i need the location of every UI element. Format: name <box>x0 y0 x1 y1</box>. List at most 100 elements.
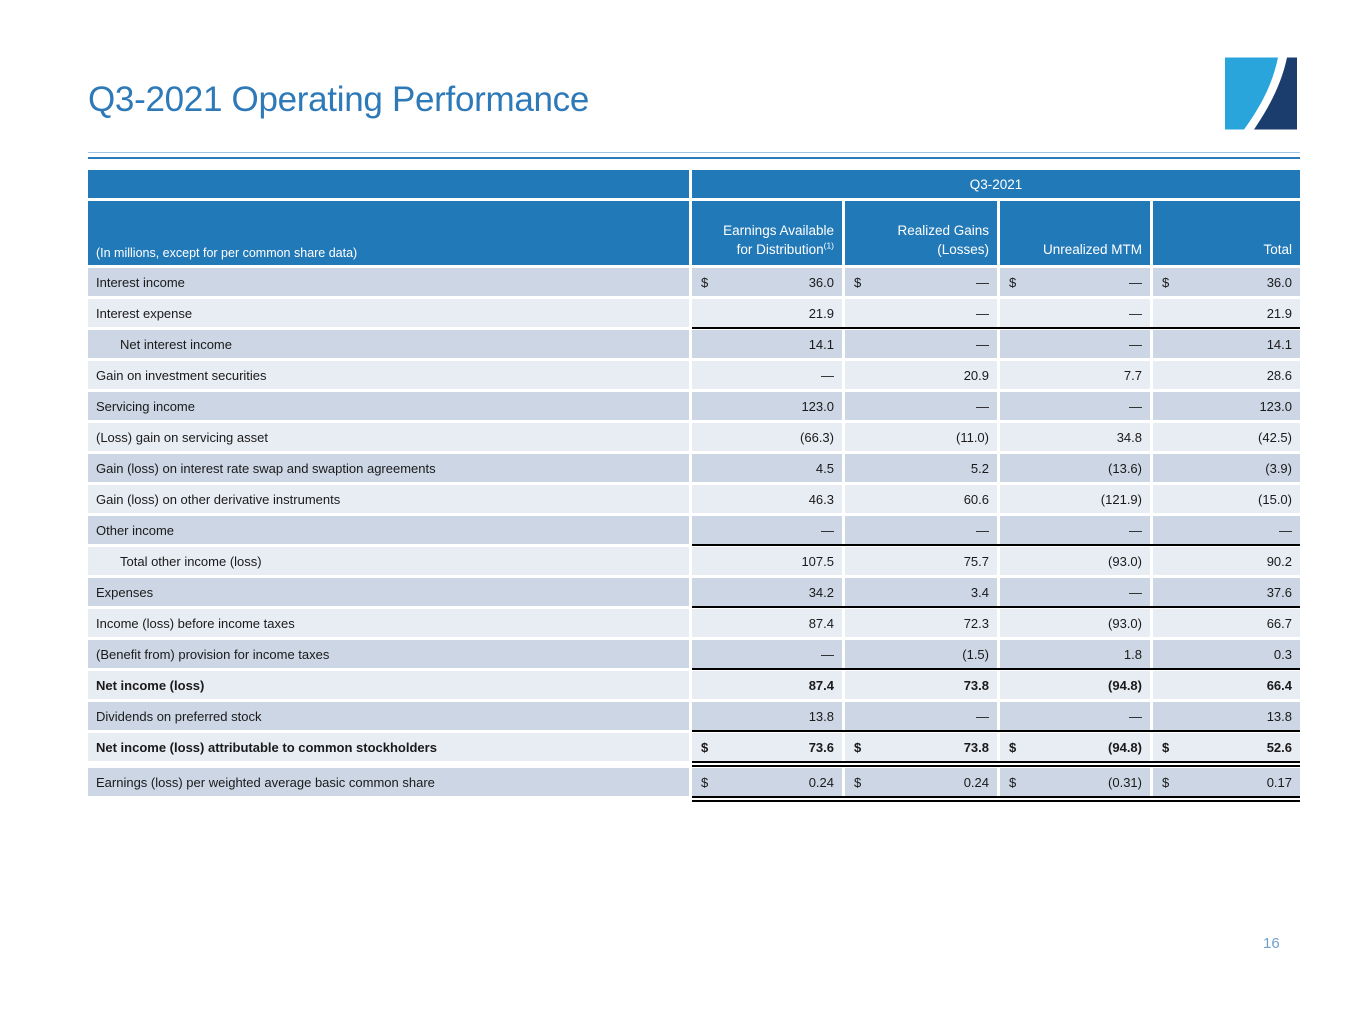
row-label: Interest income <box>88 268 689 296</box>
row-value-cell: $ (94.8) <box>1000 733 1150 761</box>
row-value-cell: (13.6) <box>1000 454 1150 482</box>
row-value-cell: $ — <box>845 268 997 296</box>
cell-value: — <box>1129 398 1142 414</box>
row-value-cell: — <box>1000 392 1150 420</box>
row-value-cell: 107.5 <box>692 547 842 575</box>
cell-value: — <box>1129 336 1142 352</box>
row-value-cell: — <box>845 299 997 327</box>
row-value-cell: 1.8 <box>1000 640 1150 668</box>
company-logo-icon <box>1225 57 1297 130</box>
row-value-cell: 13.8 <box>1153 702 1300 730</box>
row-label: (Loss) gain on servicing asset <box>88 423 689 451</box>
cell-value: (93.0) <box>1108 553 1142 569</box>
cell-value: — <box>976 305 989 321</box>
cell-value: — <box>1279 522 1292 538</box>
dollar-sign: $ <box>701 774 709 790</box>
row-value-cell: (42.5) <box>1153 423 1300 451</box>
cell-value: 107.5 <box>801 553 834 569</box>
table-row: Dividends on preferred stock 13.8 — — 13.8 <box>88 702 1300 732</box>
row-value-cell: 90.2 <box>1153 547 1300 575</box>
operating-performance-table: Q3-2021 (In millions, except for per com… <box>88 170 1300 803</box>
cell-value: 1.8 <box>1123 646 1142 662</box>
row-value-cell: $0.24 <box>692 768 842 796</box>
cell-value: 0.3 <box>1273 646 1292 662</box>
row-value-cell: — <box>845 330 997 358</box>
cell-value: 5.2 <box>970 460 989 476</box>
row-label: Expenses <box>88 578 689 606</box>
cell-value: — <box>1129 305 1142 321</box>
row-value-cell: 34.8 <box>1000 423 1150 451</box>
cell-value: 73.8 <box>963 677 989 693</box>
cell-value: (3.9) <box>1265 460 1292 476</box>
cell-value: 123.0 <box>801 398 834 414</box>
table-column-headers: (In millions, except for per common shar… <box>88 201 1300 265</box>
row-value-cell: — <box>692 516 842 544</box>
cell-value: (42.5) <box>1258 429 1292 445</box>
row-value-cell: $0.17 <box>1153 768 1300 796</box>
row-value-cell: 46.3 <box>692 485 842 513</box>
row-label: Net income (loss) attributable to common… <box>88 733 689 761</box>
row-label: Earnings (loss) per weighted average bas… <box>88 768 689 796</box>
row-value-cell: 87.4 <box>692 671 842 699</box>
row-value-cell: (121.9) <box>1000 485 1150 513</box>
row-value-cell: 5.2 <box>845 454 997 482</box>
page-number: 16 <box>1263 935 1280 952</box>
dollar-sign: $ <box>854 274 862 290</box>
cell-value: 0.24 <box>963 774 989 790</box>
cell-value: — <box>976 398 989 414</box>
cell-value: — <box>1129 708 1142 724</box>
cell-value: 73.8 <box>963 739 989 755</box>
cell-value: 90.2 <box>1266 553 1292 569</box>
cell-value: (94.8) <box>1108 677 1142 693</box>
row-value-cell: 21.9 <box>692 299 842 327</box>
dollar-sign: $ <box>1162 739 1170 755</box>
row-value-cell: 72.3 <box>845 609 997 637</box>
row-value-cell: — <box>1000 516 1150 544</box>
dollar-sign: $ <box>854 739 862 755</box>
cell-value: (66.3) <box>800 429 834 445</box>
row-value-cell: 60.6 <box>845 485 997 513</box>
row-value-cell: 66.7 <box>1153 609 1300 637</box>
cell-value: 21.9 <box>808 305 834 321</box>
row-value-cell: — <box>845 702 997 730</box>
page-title: Q3-2021 Operating Performance <box>88 80 590 119</box>
row-value-cell: — <box>845 516 997 544</box>
cell-value: 60.6 <box>963 491 989 507</box>
row-value-cell: (66.3) <box>692 423 842 451</box>
cell-value: 14.1 <box>1266 336 1292 352</box>
row-value-cell: 4.5 <box>692 454 842 482</box>
row-value-cell: 14.1 <box>1153 330 1300 358</box>
cell-value: — <box>1129 522 1142 538</box>
row-value-cell: — <box>692 640 842 668</box>
table-row: Gain on investment securities — 20.9 7.7 28.… <box>88 361 1300 389</box>
row-value-cell: — <box>1000 330 1150 358</box>
column-header: Realized Gains (Losses) <box>845 201 997 265</box>
cell-value: 0.24 <box>808 774 834 790</box>
cell-value: 52.6 <box>1266 739 1292 755</box>
table-row: Interest expense 21.9 — — 21.9 <box>88 299 1300 329</box>
table-units-note: (In millions, except for per common shar… <box>88 201 689 265</box>
row-value-cell: 34.2 <box>692 578 842 606</box>
cell-value: 66.4 <box>1266 677 1292 693</box>
row-value-cell: $73.6 <box>692 733 842 761</box>
column-header: Unrealized MTM <box>1000 201 1150 265</box>
dollar-sign: $ <box>701 274 709 290</box>
cell-value: 20.9 <box>963 367 989 383</box>
cell-value: 21.9 <box>1266 305 1292 321</box>
row-value-cell: — <box>1000 299 1150 327</box>
cell-value: 46.3 <box>808 491 834 507</box>
table-row: Net income (loss) 87.4 73.8 (94.8) 66.4 <box>88 671 1300 699</box>
row-label: Total other income (loss) <box>88 547 689 575</box>
table-row: Net income (loss) attributable to common… <box>88 733 1300 767</box>
cell-value: — <box>976 274 989 290</box>
table-row: Interest income $36.0 $ — $ — $36.0 <box>88 268 1300 296</box>
row-value-cell: (15.0) <box>1153 485 1300 513</box>
row-label: Net income (loss) <box>88 671 689 699</box>
row-value-cell: $36.0 <box>692 268 842 296</box>
cell-value: 36.0 <box>1266 274 1292 290</box>
table-row: Gain (loss) on other derivative instrume… <box>88 485 1300 513</box>
table-row: Income (loss) before income taxes 87.4 72.… <box>88 609 1300 637</box>
cell-value: 37.6 <box>1266 584 1292 600</box>
cell-value: 7.7 <box>1123 367 1142 383</box>
table-row: Total other income (loss) 107.5 75.7 (93.0)… <box>88 547 1300 575</box>
